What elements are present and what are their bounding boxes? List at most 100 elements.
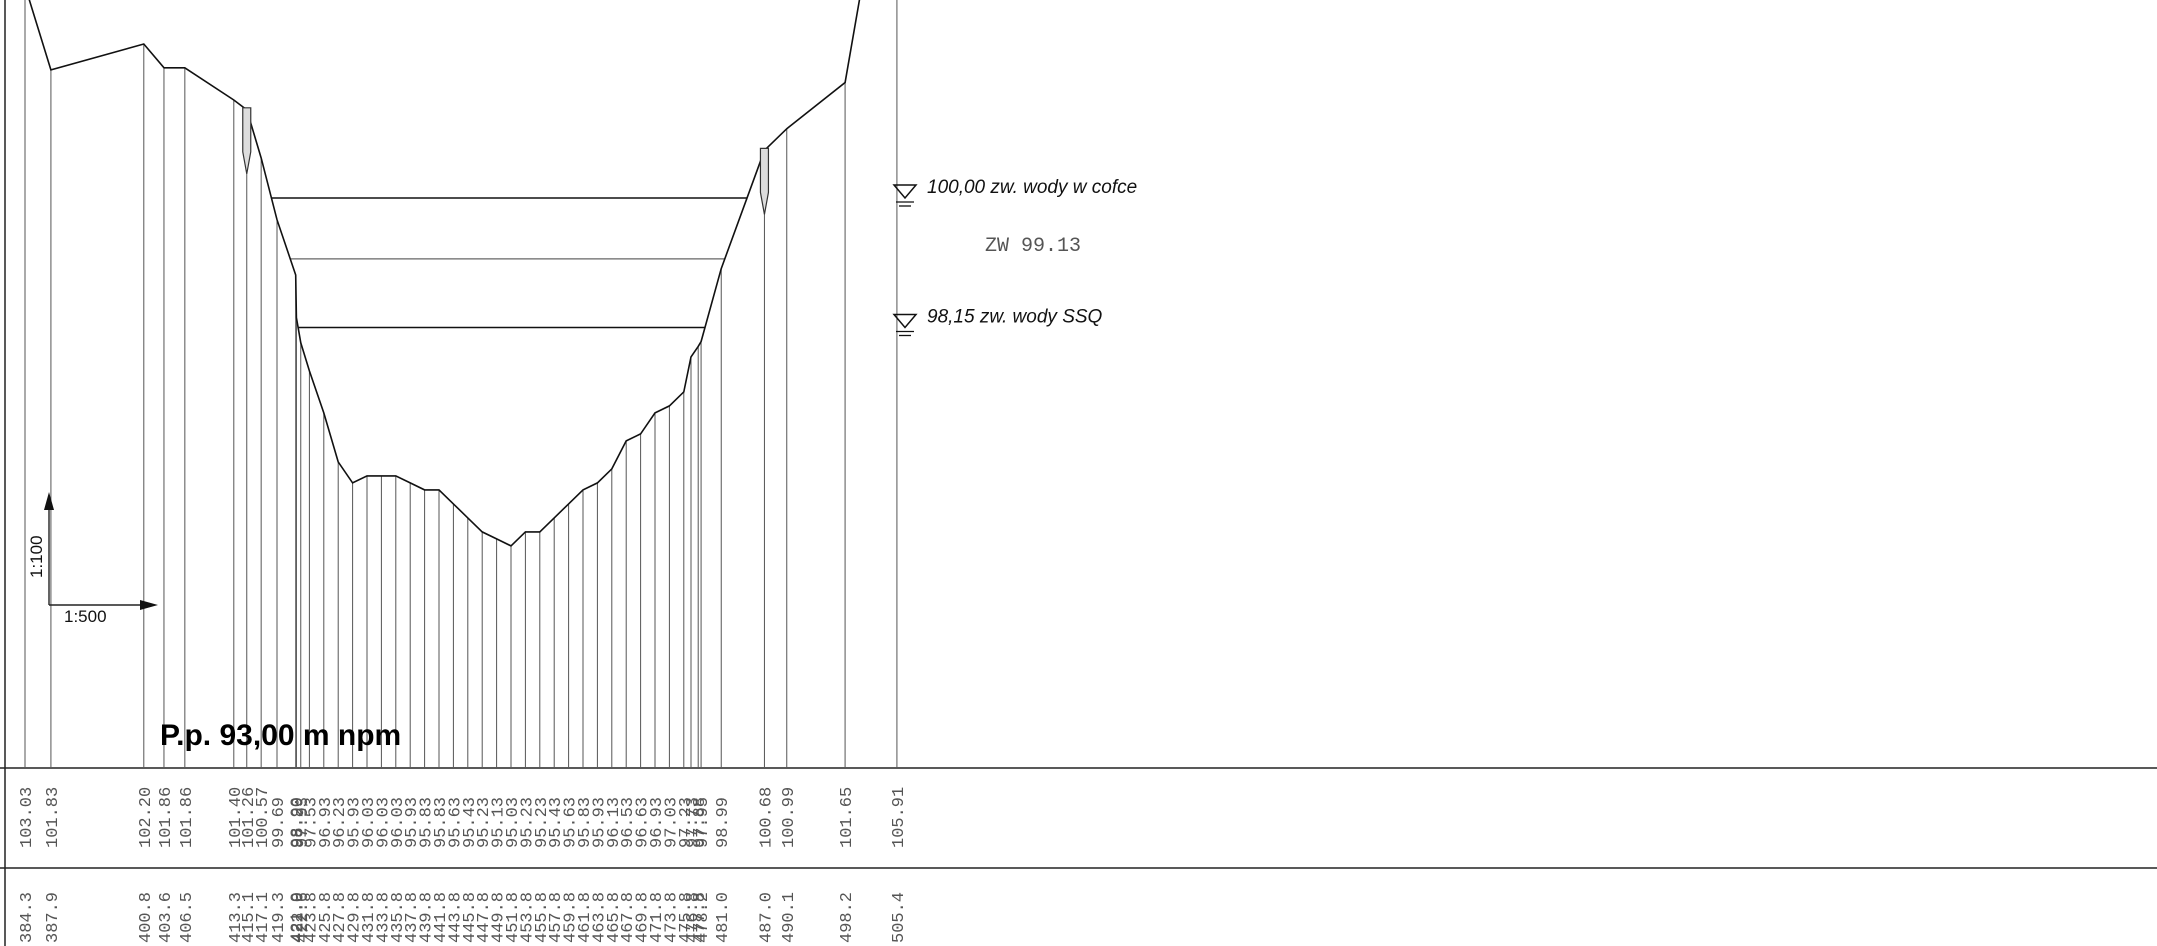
distance-label: 441.8 — [432, 892, 451, 943]
elevation-label: 96.13 — [605, 797, 624, 848]
elevation-label: 98.29 — [289, 797, 308, 848]
distance-label: 477.8 — [691, 892, 710, 943]
elevation-label: 97.23 — [677, 797, 696, 848]
distance-label: 415.1 — [240, 892, 259, 943]
distance-label: 421.9 — [289, 892, 308, 943]
elevation-label: 95.83 — [576, 797, 595, 848]
elevation-label: 95.93 — [590, 797, 609, 848]
elevation-label: 101.86 — [157, 787, 176, 848]
distance-label: 473.8 — [662, 892, 681, 943]
elevation-label: 95.63 — [562, 797, 581, 848]
elevation-label: 95.23 — [475, 797, 494, 848]
elevation-row: 103.03 101.83 102.20 101.86 101.86 101.40101.… — [18, 787, 909, 848]
distance-label: 449.8 — [490, 892, 509, 943]
distance-label: 455.8 — [533, 892, 552, 943]
distance-label: 431.8 — [360, 892, 379, 943]
elevation-label: 95.23 — [533, 797, 552, 848]
datum-label: P.p. 93,00 m npm — [160, 719, 401, 752]
distance-label: 487.0 — [757, 892, 776, 943]
distance-label: 461.8 — [576, 892, 595, 943]
ground-profile-line — [28, 0, 861, 547]
distance-label: 429.8 — [346, 892, 365, 943]
elevation-label: 101.86 — [178, 787, 197, 848]
distance-label: 419.3 — [270, 892, 289, 943]
elevation-label: 96.53 — [619, 797, 638, 848]
distance-label: 505.4 — [890, 892, 909, 943]
elevation-label: 101.40 — [227, 787, 246, 848]
distance-label: 498.2 — [838, 892, 857, 943]
elevation-label: 98.99 — [714, 797, 733, 848]
distance-label: 445.8 — [461, 892, 480, 943]
elevation-label: 97.95 — [694, 797, 713, 848]
elevation-label: 95.83 — [432, 797, 451, 848]
distance-label: 447.8 — [475, 892, 494, 943]
distance-label: 490.1 — [780, 892, 799, 943]
elevation-label: 95.83 — [418, 797, 437, 848]
distance-label: 384.3 — [18, 892, 37, 943]
elevation-label: 96.03 — [360, 797, 379, 848]
distance-label: 463.8 — [590, 892, 609, 943]
distance-label: 457.8 — [547, 892, 566, 943]
distance-label: 423.8 — [302, 892, 321, 943]
distance-label: 435.8 — [389, 892, 408, 943]
distance-label: 406.5 — [178, 892, 197, 943]
elevation-label: 99.69 — [270, 797, 289, 848]
elevation-label: 96.63 — [634, 797, 653, 848]
distance-row: 384.3 387.9 400.8 403.6 406.5 413.3415.1417.1… — [18, 892, 909, 943]
distance-label: 481.0 — [714, 892, 733, 943]
elevation-label: 95.03 — [504, 797, 523, 848]
bank-marker-post — [759, 147, 770, 215]
elevation-label: 95.93 — [346, 797, 365, 848]
water-level-label: 98,15 zw. wody SSQ — [927, 307, 1103, 328]
elevation-label: 96.23 — [331, 797, 350, 848]
elevation-label: 98.90 — [289, 797, 308, 848]
elevation-label: 105.91 — [890, 787, 909, 848]
elevation-label: 96.93 — [317, 797, 336, 848]
distance-label: 427.8 — [331, 892, 350, 943]
station-lines — [24, 0, 898, 767]
elevation-label: 97.03 — [662, 797, 681, 848]
elevation-label: 97.73 — [684, 797, 703, 848]
distance-label: 467.8 — [619, 892, 638, 943]
elevation-label: 97.53 — [302, 797, 321, 848]
scale-indicator: 1:100 1:500 — [27, 492, 158, 626]
elevation-label: 100.57 — [254, 787, 273, 848]
water-level-label: 100,00 zw. wody w cofce — [927, 177, 1137, 198]
water-levels: 100,00 zw. wody w cofce ZW 99.13 98,15 zw.… — [271, 177, 1137, 337]
horizontal-scale-label: 1:500 — [64, 607, 107, 626]
distance-label: 476.8 — [684, 892, 703, 943]
distance-label: 417.1 — [254, 892, 273, 943]
bank-markers — [242, 107, 770, 215]
elevation-label: 96.03 — [374, 797, 393, 848]
distance-label: 469.8 — [634, 892, 653, 943]
distance-label: 422.0 — [289, 892, 308, 943]
distance-label: 453.8 — [518, 892, 537, 943]
elevation-label: 97.93 — [294, 797, 313, 848]
distance-label: 425.8 — [317, 892, 336, 943]
distance-label: 465.8 — [605, 892, 624, 943]
distance-label: 475.8 — [677, 892, 696, 943]
elevation-label: 100.99 — [780, 787, 799, 848]
elevation-label: 101.83 — [44, 787, 63, 848]
elevation-label: 100.68 — [757, 787, 776, 848]
distance-label: 451.8 — [504, 892, 523, 943]
elevation-label: 96.03 — [389, 797, 408, 848]
distance-label: 422.6 — [294, 892, 313, 943]
elevation-label: 101.65 — [838, 787, 857, 848]
distance-label: 437.8 — [403, 892, 422, 943]
distance-label: 459.8 — [562, 892, 581, 943]
water-level-symbol — [892, 184, 918, 200]
ground-profile — [28, 0, 861, 547]
elevation-label: 95.43 — [547, 797, 566, 848]
distance-label: 400.8 — [137, 892, 156, 943]
vertical-scale-label: 1:100 — [27, 535, 46, 578]
elevation-label: 95.93 — [403, 797, 422, 848]
elevation-label: 95.23 — [518, 797, 537, 848]
distance-label: 443.8 — [446, 892, 465, 943]
distance-label: 433.8 — [374, 892, 393, 943]
elevation-label: 101.26 — [240, 787, 259, 848]
bank-marker-post — [242, 107, 252, 174]
elevation-label: 97.88 — [691, 797, 710, 848]
